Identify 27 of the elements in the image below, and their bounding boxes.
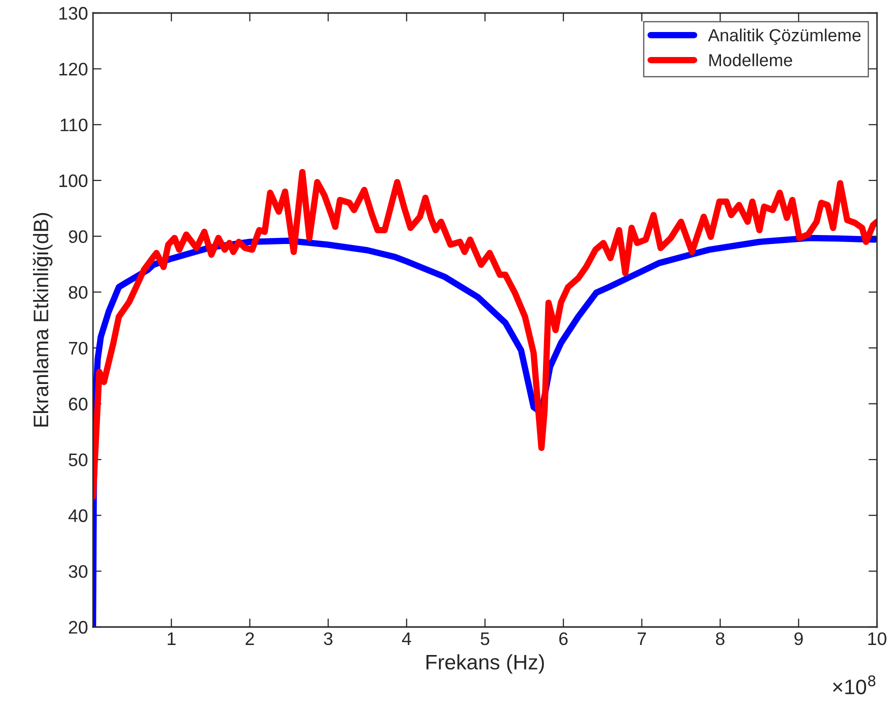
y-axis-title: Ekranlama Etkinliği(dB) (32, 213, 52, 427)
x-tick-label: 3 (324, 632, 332, 646)
y-tick-label: 110 (60, 118, 88, 132)
x-tick-label: 6 (559, 632, 568, 646)
x-tick-label: 7 (638, 632, 646, 645)
x-axis-title: Frekans (Hz) (426, 654, 544, 674)
y-tick-label: 120 (59, 62, 88, 76)
y-tick-label: 130 (59, 6, 88, 20)
legend-label: Analitik Çözümleme (708, 28, 861, 45)
x-tick-label: 4 (402, 632, 412, 645)
x-tick-label: 10 (868, 632, 886, 646)
x-tick-label: 8 (716, 632, 724, 646)
y-tick-label: 70 (68, 342, 88, 355)
y-tick-label: 90 (68, 230, 88, 243)
x-tick-label: 1 (168, 632, 176, 645)
legend-label: Modelleme (709, 54, 792, 66)
x-tick-label: 2 (246, 632, 254, 645)
y-tick-label: 100 (59, 174, 88, 188)
text: ×10$^{8}$ (833, 675, 876, 694)
y-tick-label: 40 (68, 509, 88, 522)
y-tick-label: 30 (68, 565, 88, 578)
y-tick-label: 60 (68, 398, 88, 410)
x-tick-label: 9 (794, 632, 803, 646)
x-tick-label: 5 (480, 632, 490, 646)
y-tick-label: 20 (68, 620, 88, 634)
y-tick-label: 80 (68, 286, 88, 299)
y-tick-label: 50 (68, 453, 88, 466)
